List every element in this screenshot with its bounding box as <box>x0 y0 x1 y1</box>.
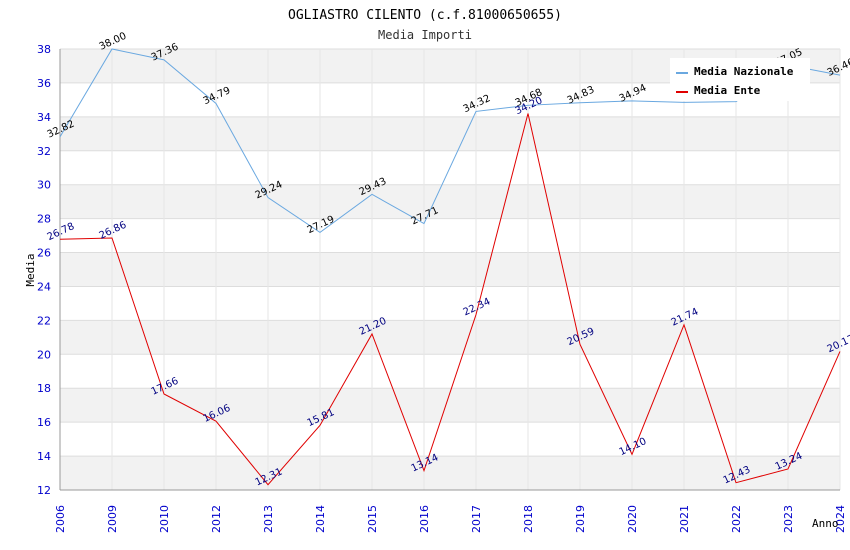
x-tick-label: 2014 <box>314 505 327 533</box>
x-tick-label: 2010 <box>158 505 171 533</box>
y-tick-label: 34 <box>37 111 51 124</box>
gridlines <box>59 48 841 491</box>
x-tick-label: 2023 <box>782 505 795 533</box>
x-tick-label: 2021 <box>678 505 691 533</box>
y-tick-label: 18 <box>37 382 51 395</box>
data-label: 34.32 <box>462 93 493 115</box>
series-lines <box>59 48 841 486</box>
axes <box>59 49 840 491</box>
x-tick-label: 2017 <box>470 505 483 533</box>
x-tick-label: 2009 <box>106 505 119 533</box>
band <box>60 184 840 219</box>
x-tick-labels: 2006 2009 2010 2012 2013 2014 2015 2016 2017 2018… <box>54 505 847 533</box>
y-tick-label: 24 <box>37 280 51 293</box>
x-tick-label: 2006 <box>54 505 67 533</box>
y-tick-label: 32 <box>37 145 51 158</box>
x-tick-label: 2020 <box>626 505 639 533</box>
x-tick-label: 2016 <box>418 505 431 533</box>
x-axis-label: Anno <box>812 517 839 530</box>
data-label: 22.34 <box>462 296 493 318</box>
data-label: 26.86 <box>98 220 129 242</box>
x-tick-label: 2018 <box>522 505 535 533</box>
y-tick-label: 30 <box>37 179 51 192</box>
chart-subtitle: Media Importi <box>378 28 472 42</box>
background-bands <box>60 49 840 490</box>
data-label: 34.79 <box>202 85 233 107</box>
x-tick-label: 2012 <box>210 505 223 533</box>
y-tick-label: 20 <box>37 348 51 361</box>
y-tick-label: 22 <box>37 314 51 327</box>
y-axis-label: Media <box>24 253 37 286</box>
legend-label-ente: Media Ente <box>694 84 761 97</box>
x-tick-label: 2022 <box>730 505 743 533</box>
band <box>60 116 840 151</box>
legend: Media Nazionale Media Ente <box>670 58 810 101</box>
legend-label-nazionale: Media Nazionale <box>694 65 794 78</box>
x-tick-label: 2015 <box>366 505 379 533</box>
y-tick-label: 28 <box>37 213 51 226</box>
data-label: 14.10 <box>618 436 649 458</box>
x-tick-label: 2019 <box>574 505 587 533</box>
band <box>60 252 840 287</box>
series-line-nazionale <box>59 48 841 233</box>
band <box>60 456 840 490</box>
y-tick-label: 14 <box>37 450 51 463</box>
x-tick-label: 2024 <box>834 505 847 533</box>
y-tick-label: 26 <box>37 247 51 260</box>
y-tick-label: 12 <box>37 484 51 497</box>
band <box>60 320 840 355</box>
y-tick-labels: 12 14 16 18 20 22 24 26 28 30 32 34 36 38 <box>37 43 51 497</box>
chart-title: OGLIASTRO CILENTO (c.f.81000650655) <box>288 8 562 23</box>
y-tick-label: 36 <box>37 77 51 90</box>
legend-box <box>670 58 810 101</box>
series-line-ente <box>59 113 841 486</box>
y-tick-label: 16 <box>37 416 51 429</box>
x-tick-label: 2013 <box>262 505 275 533</box>
y-tick-label: 38 <box>37 43 51 56</box>
